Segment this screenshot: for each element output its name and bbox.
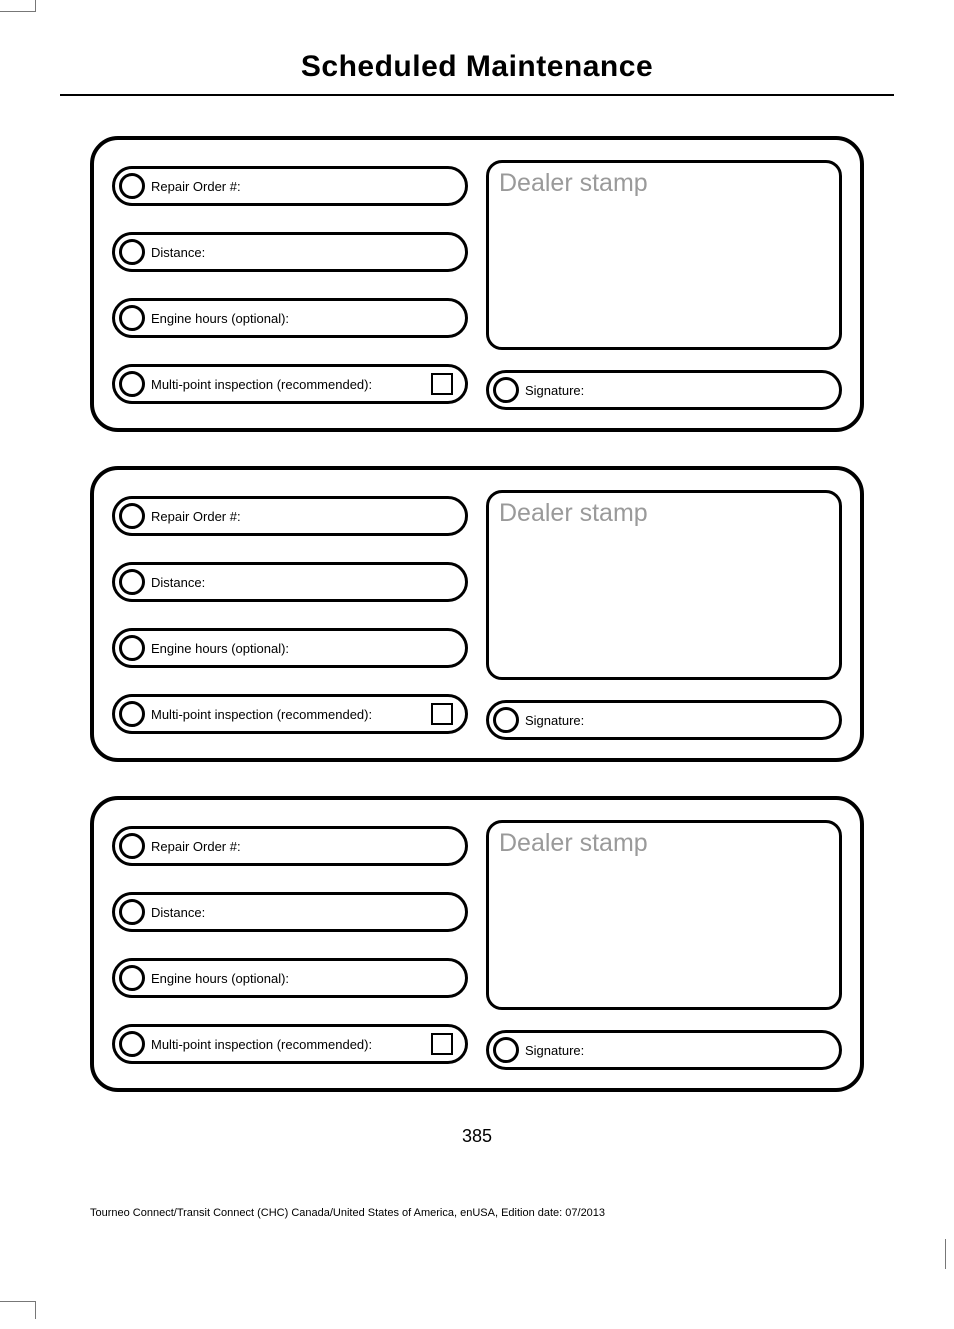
bullet-icon [119,1031,145,1057]
multi-point-label: Multi-point inspection (recommended): [151,707,372,722]
page-number: 385 [60,1126,894,1147]
repair-order-label: Repair Order #: [151,179,241,194]
repair-order-field[interactable]: Repair Order #: [112,496,468,536]
card-left-column: Repair Order #: Distance: Engine hours (… [112,160,468,410]
multi-point-checkbox[interactable] [431,1033,453,1055]
engine-hours-field[interactable]: Engine hours (optional): [112,958,468,998]
card-left-column: Repair Order #: Distance: Engine hours (… [112,490,468,740]
dealer-stamp-placeholder: Dealer stamp [499,499,648,527]
bullet-icon [119,833,145,859]
page: Scheduled Maintenance Repair Order #: Di… [0,0,954,1239]
bullet-icon [119,371,145,397]
bullet-icon [119,965,145,991]
card-right-column: Dealer stamp Signature: [486,160,842,410]
card-left-column: Repair Order #: Distance: Engine hours (… [112,820,468,1070]
card-right-column: Dealer stamp Signature: [486,490,842,740]
signature-label: Signature: [525,1043,584,1058]
bullet-icon [493,707,519,733]
distance-label: Distance: [151,905,205,920]
dealer-stamp-box[interactable]: Dealer stamp [486,160,842,350]
repair-order-field[interactable]: Repair Order #: [112,826,468,866]
repair-order-label: Repair Order #: [151,839,241,854]
multi-point-inspection-field[interactable]: Multi-point inspection (recommended): [112,364,468,404]
signature-row: Signature: [486,700,842,740]
dealer-stamp-placeholder: Dealer stamp [499,829,648,857]
engine-hours-field[interactable]: Engine hours (optional): [112,298,468,338]
signature-field[interactable]: Signature: [486,1030,842,1070]
maintenance-record-card: Repair Order #: Distance: Engine hours (… [90,136,864,432]
bullet-icon [119,569,145,595]
signature-row: Signature: [486,370,842,410]
footer-note: Tourneo Connect/Transit Connect (CHC) Ca… [90,1207,894,1219]
card-right-column: Dealer stamp Signature: [486,820,842,1070]
dealer-stamp-box[interactable]: Dealer stamp [486,820,842,1010]
signature-label: Signature: [525,713,584,728]
distance-field[interactable]: Distance: [112,892,468,932]
bullet-icon [493,1037,519,1063]
engine-hours-label: Engine hours (optional): [151,311,289,326]
multi-point-label: Multi-point inspection (recommended): [151,377,372,392]
engine-hours-field[interactable]: Engine hours (optional): [112,628,468,668]
distance-label: Distance: [151,575,205,590]
repair-order-field[interactable]: Repair Order #: [112,166,468,206]
distance-field[interactable]: Distance: [112,562,468,602]
bullet-icon [493,377,519,403]
signature-field[interactable]: Signature: [486,370,842,410]
crop-mark-top-left [0,0,36,12]
engine-hours-label: Engine hours (optional): [151,971,289,986]
bullet-icon [119,173,145,199]
multi-point-label: Multi-point inspection (recommended): [151,1037,372,1052]
title-underline [60,94,894,96]
distance-label: Distance: [151,245,205,260]
maintenance-record-card: Repair Order #: Distance: Engine hours (… [90,796,864,1092]
bullet-icon [119,305,145,331]
distance-field[interactable]: Distance: [112,232,468,272]
bullet-icon [119,503,145,529]
page-title: Scheduled Maintenance [60,50,894,84]
bullet-icon [119,635,145,661]
dealer-stamp-placeholder: Dealer stamp [499,169,648,197]
multi-point-checkbox[interactable] [431,703,453,725]
bullet-icon [119,239,145,265]
signature-label: Signature: [525,383,584,398]
multi-point-inspection-field[interactable]: Multi-point inspection (recommended): [112,694,468,734]
maintenance-record-card: Repair Order #: Distance: Engine hours (… [90,466,864,762]
bullet-icon [119,701,145,727]
multi-point-inspection-field[interactable]: Multi-point inspection (recommended): [112,1024,468,1064]
crop-mark-bottom-left [0,1301,36,1319]
dealer-stamp-box[interactable]: Dealer stamp [486,490,842,680]
engine-hours-label: Engine hours (optional): [151,641,289,656]
bullet-icon [119,899,145,925]
signature-field[interactable]: Signature: [486,700,842,740]
multi-point-checkbox[interactable] [431,373,453,395]
repair-order-label: Repair Order #: [151,509,241,524]
signature-row: Signature: [486,1030,842,1070]
crop-mark-right [945,1239,947,1269]
